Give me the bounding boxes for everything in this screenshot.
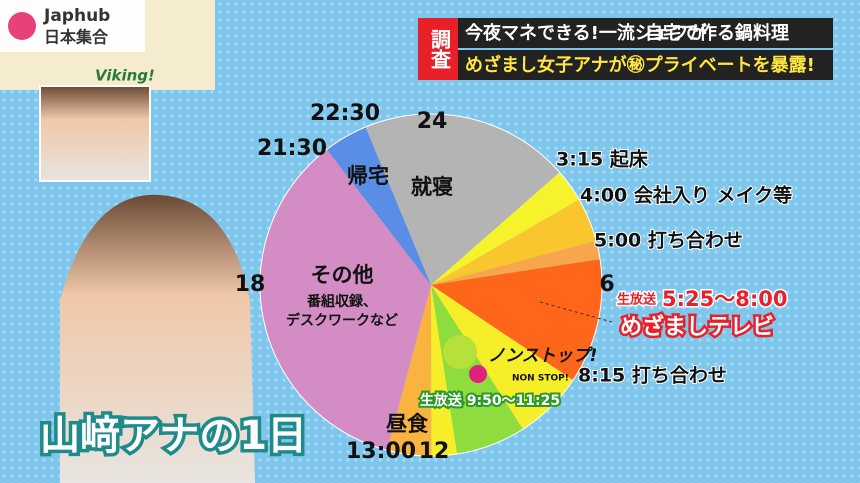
clock-label: 24 xyxy=(417,109,448,134)
show-name: めざましテレビ xyxy=(620,314,774,340)
clock-label: 6 xyxy=(599,272,614,297)
banner-line1-box xyxy=(458,18,833,48)
schedule-label: 8:15 打ち合わせ xyxy=(578,364,727,387)
annotation-leader xyxy=(539,301,613,323)
pie-slice xyxy=(431,240,601,285)
banner-line2-box xyxy=(458,50,833,80)
time-label: 13:00 xyxy=(346,439,416,464)
segment-label: その他 xyxy=(311,263,374,287)
banner-tag: 調査 xyxy=(428,29,452,69)
caption: 山﨑アナの1日 xyxy=(40,413,307,459)
nonstop-title: ノンストップ! xyxy=(488,346,597,366)
inset-photo xyxy=(39,85,151,182)
clock-label: 18 xyxy=(235,272,266,297)
pie-slice xyxy=(431,259,602,381)
pie-slice xyxy=(431,172,580,285)
pie-slice xyxy=(259,149,431,451)
watermark-sub: 日本集合 xyxy=(44,28,109,47)
pie-slice xyxy=(365,114,431,285)
pie-slice xyxy=(431,285,574,430)
time-label: 21:30 xyxy=(257,136,327,161)
schedule-label: 4:00 会社入り メイク等 xyxy=(580,184,792,207)
watermark-brand: Japhub xyxy=(43,6,110,26)
pie xyxy=(259,113,603,457)
pie-slice xyxy=(431,199,597,285)
banner-line2: めざまし女子アナが㊙プライベートを暴露! xyxy=(465,54,815,76)
nonstop-subtitle: NON STOP! xyxy=(512,374,569,384)
live-tag: 生放送 xyxy=(617,292,656,308)
schedule-label: 5:00 打ち合わせ xyxy=(594,229,743,252)
segment-label: 昼食 xyxy=(386,412,428,436)
nonstop-logo xyxy=(443,335,477,369)
segment-sublabel: デスクワークなど xyxy=(286,312,398,329)
clock-label: 12 xyxy=(419,439,450,464)
watermark-icon xyxy=(8,12,36,40)
nonstop-logo xyxy=(469,365,487,383)
pie-slice xyxy=(431,114,560,285)
time-label: 22:30 xyxy=(310,101,380,126)
presenter-photo xyxy=(60,194,255,483)
banner-tag-box xyxy=(418,18,458,80)
pie-slice xyxy=(386,285,432,456)
banner-line1: 今夜マネできる!一流シェフが xyxy=(465,22,707,44)
segment-label: 就寝 xyxy=(411,175,453,199)
pie-slice xyxy=(431,285,458,456)
live-time: 5:25〜8:00 xyxy=(662,287,787,311)
pie-slice xyxy=(326,127,431,285)
banner-line1-highlight: 自宅で作る鍋料理 xyxy=(645,22,789,44)
nonstop-live: 生放送 9:50〜11:25 xyxy=(420,392,560,409)
segment-sublabel: 番組収録、 xyxy=(306,293,377,310)
program-logo: Viking! xyxy=(95,67,155,85)
pie-outline xyxy=(259,113,603,457)
segment-label: 帰宅 xyxy=(347,164,389,188)
schedule-label: 3:15 起床 xyxy=(556,148,649,171)
